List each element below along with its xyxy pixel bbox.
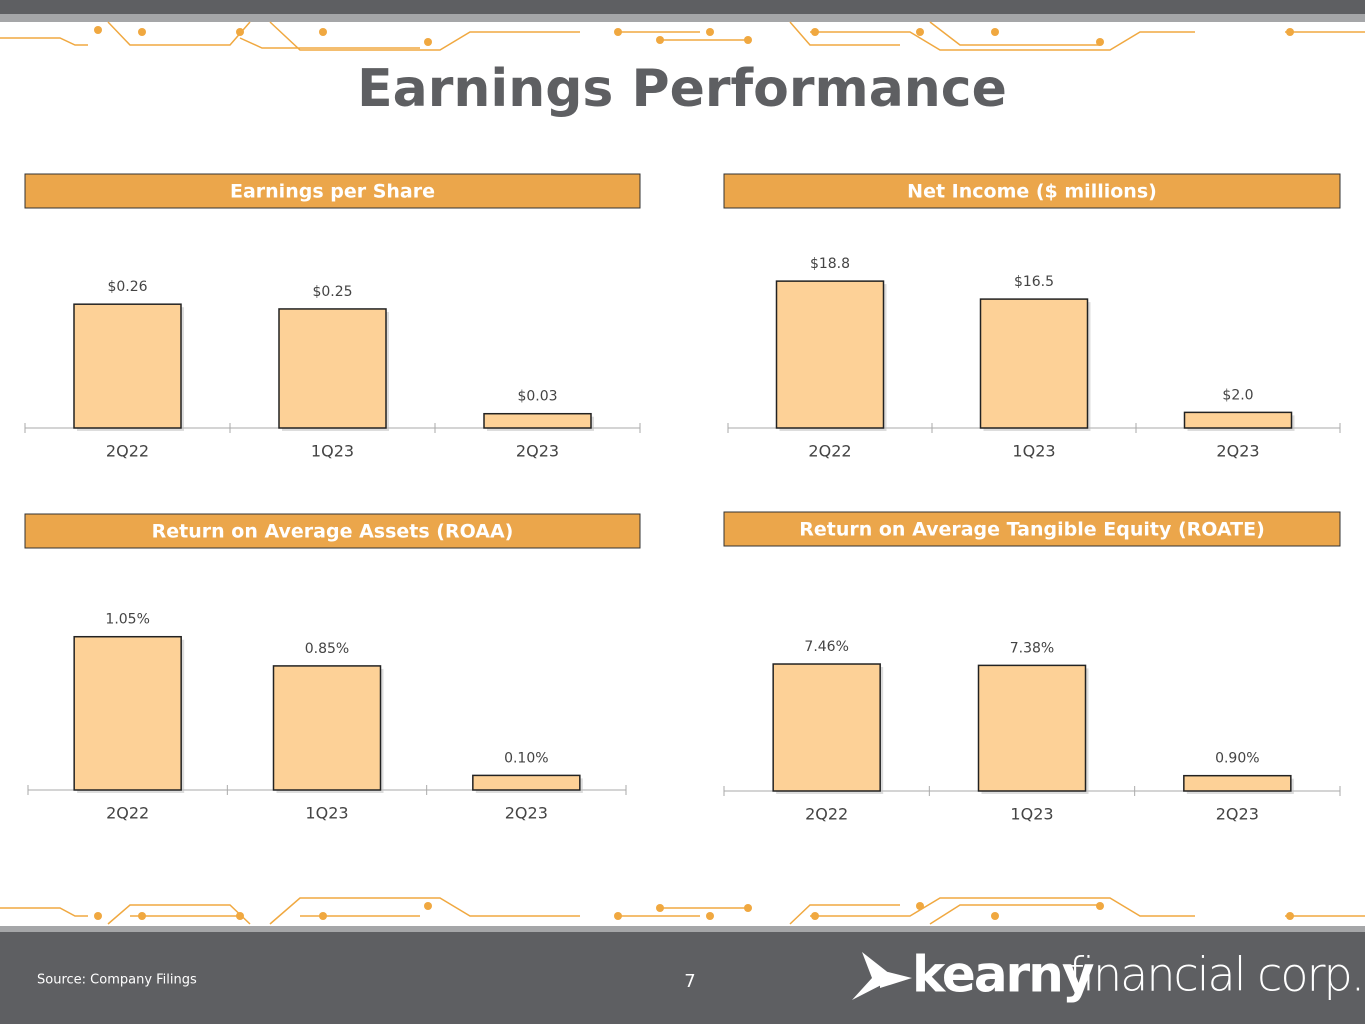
value-label: 0.90% <box>1215 751 1259 767</box>
top-band-light <box>0 14 1365 22</box>
bar <box>1183 774 1292 792</box>
bar <box>272 665 382 791</box>
bar <box>977 664 1087 792</box>
x-tick-label: 1Q23 <box>311 442 354 461</box>
bar <box>73 303 182 429</box>
footer-band <box>0 932 1365 1024</box>
x-tick-label: 1Q23 <box>305 804 348 823</box>
x-tick-label: 2Q23 <box>516 442 559 461</box>
bar <box>278 308 387 429</box>
bar <box>979 298 1089 429</box>
chart-header <box>723 173 1341 209</box>
circuit-top <box>0 21 1365 51</box>
value-label: $18.8 <box>810 256 850 272</box>
logo-light: financial corp. <box>1068 948 1363 1002</box>
value-label: 7.38% <box>1010 640 1054 656</box>
x-tick-label: 1Q23 <box>1012 442 1055 461</box>
x-tick-label: 2Q22 <box>808 442 851 461</box>
bar <box>483 412 592 429</box>
page-number: 7 <box>684 971 695 992</box>
x-tick-label: 2Q23 <box>1216 805 1259 824</box>
value-label: $16.5 <box>1014 274 1054 290</box>
bar <box>73 635 182 791</box>
x-tick-label: 2Q22 <box>106 442 149 461</box>
value-label: $0.03 <box>517 389 557 405</box>
value-label: $0.26 <box>107 279 147 295</box>
value-label: 0.10% <box>504 750 548 766</box>
footer-line <box>0 926 1365 932</box>
bar <box>775 280 885 429</box>
circuit-bottom <box>0 897 1365 925</box>
chart-header <box>24 173 641 209</box>
value-label: $0.25 <box>312 284 352 300</box>
value-label: 1.05% <box>105 612 149 628</box>
x-tick-label: 2Q22 <box>805 805 848 824</box>
chart-title: Return on Average Tangible Equity (ROATE… <box>799 519 1265 541</box>
x-tick-label: 1Q23 <box>1010 805 1053 824</box>
bar <box>772 663 881 792</box>
top-band <box>0 0 1365 14</box>
x-tick-label: 2Q23 <box>505 804 548 823</box>
chart-title: Earnings per Share <box>230 181 435 203</box>
source-note: Source: Company Filings <box>37 973 197 988</box>
chart-title: Net Income ($ millions) <box>907 181 1157 203</box>
logo-mark <box>852 952 912 1000</box>
x-tick-label: 2Q22 <box>106 804 149 823</box>
bar <box>1183 411 1293 429</box>
slide-title: Earnings Performance <box>357 59 1007 119</box>
chart-header <box>723 511 1341 547</box>
value-label: $2.0 <box>1222 387 1253 403</box>
logo-bold: kearny <box>912 946 1094 1004</box>
bar <box>472 774 581 791</box>
value-label: 0.85% <box>305 641 349 657</box>
x-tick-label: 2Q23 <box>1216 442 1259 461</box>
value-label: 7.46% <box>804 639 848 655</box>
chart-title: Return on Average Assets (ROAA) <box>152 521 514 543</box>
chart-header <box>24 513 641 549</box>
